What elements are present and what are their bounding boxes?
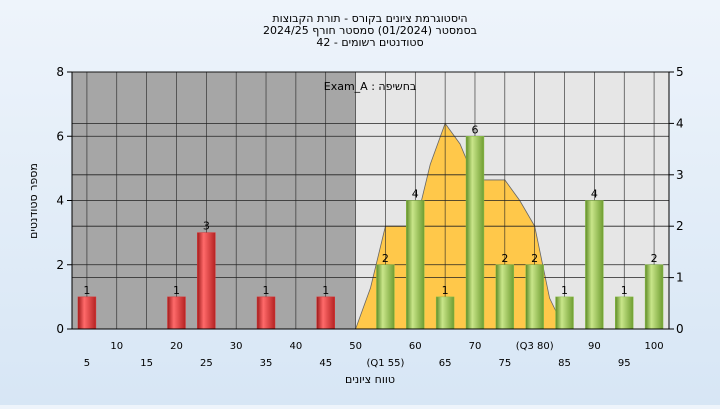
y-tick-label: 6 [56,129,64,143]
x-tick-label: 65 [439,358,452,369]
bar-value-label: 6 [471,123,478,136]
chart-title-line-1: היסטוגרמת ציונים בקורס - תורת הקבוצות [272,12,467,25]
bar-value-label: 1 [173,284,180,297]
histogram-bar [197,232,216,330]
x-tick-label: 75 [498,358,511,369]
x-tick-label: 45 [319,358,332,369]
histogram-bar [644,264,664,330]
histogram-bar [316,296,335,330]
bar-value-label: 2 [382,252,389,265]
histogram-bar [376,264,395,330]
bar-value-label: 1 [83,284,90,297]
bar-value-label: 2 [501,252,508,265]
histogram-bar [555,296,574,330]
y-tick-label: 4 [56,194,64,208]
x-tick-label: 100 [645,341,664,352]
y2-tick-label: 2 [676,219,684,233]
histogram-bar [525,264,544,330]
bar-value-label: 1 [442,284,449,297]
histogram-bar [167,296,186,330]
x-tick-label: 10 [110,341,123,352]
bar-value-label: 2 [531,252,538,265]
chart-title-line-3: סטודנטים רשומים - 42 [316,36,423,49]
y2-tick-label: 5 [676,65,684,79]
x-tick-label: 70 [469,341,482,352]
histogram-bar [495,264,515,330]
y-tick-label: 2 [56,258,64,272]
x-axis-label: טווח ציונים [345,373,395,386]
histogram-bar [256,296,276,330]
x-tick-label: 30 [230,341,243,352]
x-tick-label: 25 [200,358,213,369]
x-tick-label: 15 [140,358,153,369]
x-tick-label: 90 [588,341,601,352]
bar-value-label: 4 [591,188,598,201]
x-tick-label: 20 [170,341,183,352]
bar-value-label: 1 [621,284,628,297]
chart-annotation: Exam_A : בחשיפה [324,80,417,93]
y-tick-label: 0 [56,322,64,336]
y2-tick-label: 1 [676,271,684,285]
y-axis-label: מספר סטודנטים [27,163,40,239]
histogram-bar [585,200,604,330]
chart-title-line-2: בסמסטר (01/2024) סמסטר חורף 2024/25 [263,24,477,37]
x-tick-label: 35 [260,358,273,369]
y2-tick-label: 0 [676,322,684,336]
bar-value-label: 3 [203,220,210,233]
bar-value-label: 1 [561,284,568,297]
histogram-bar [77,296,97,330]
bar-value-label: 2 [651,252,658,265]
y2-tick-label: 4 [676,116,684,130]
x-tick-label: 40 [290,341,303,352]
x-tick-label: (Q3 80) [516,341,554,352]
x-tick-label: 60 [409,341,422,352]
histogram-bar [615,296,634,330]
histogram-bar [465,136,485,330]
y-tick-label: 8 [56,65,64,79]
x-tick-label: (Q1 55) [366,358,404,369]
bar-value-label: 1 [263,284,270,297]
x-tick-label: 5 [84,358,90,369]
histogram-bar [435,296,455,330]
y2-tick-label: 3 [676,168,684,182]
bar-value-label: 1 [322,284,329,297]
histogram-bar [406,200,425,330]
bar-value-label: 4 [412,188,419,201]
x-tick-label: 95 [618,358,631,369]
x-tick-label: 50 [349,341,362,352]
x-tick-label: 85 [558,358,571,369]
